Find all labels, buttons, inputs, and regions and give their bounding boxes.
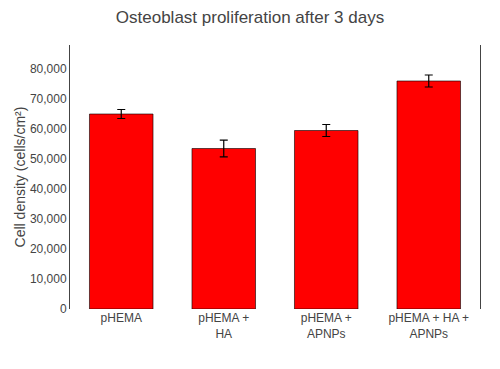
svg-text:pHEMA +HA: pHEMA +HA — [198, 311, 249, 341]
svg-text:pHEMA + HA +APNPs: pHEMA + HA +APNPs — [388, 311, 469, 341]
svg-text:pHEMA: pHEMA — [101, 311, 142, 325]
svg-text:pHEMA +APNPs: pHEMA +APNPs — [301, 311, 352, 341]
svg-text:70,000: 70,000 — [30, 92, 67, 106]
svg-text:50,000: 50,000 — [30, 152, 67, 166]
svg-text:40,000: 40,000 — [30, 182, 67, 196]
svg-text:10,000: 10,000 — [30, 272, 67, 286]
svg-text:60,000: 60,000 — [30, 122, 67, 136]
svg-text:Cell density (cells/cm²): Cell density (cells/cm²) — [12, 107, 28, 248]
svg-text:30,000: 30,000 — [30, 212, 67, 226]
svg-text:80,000: 80,000 — [30, 62, 67, 76]
svg-text:20,000: 20,000 — [30, 242, 67, 256]
svg-text:Osteoblast proliferation after: Osteoblast proliferation after 3 days — [116, 8, 384, 27]
svg-text:0: 0 — [60, 302, 67, 316]
